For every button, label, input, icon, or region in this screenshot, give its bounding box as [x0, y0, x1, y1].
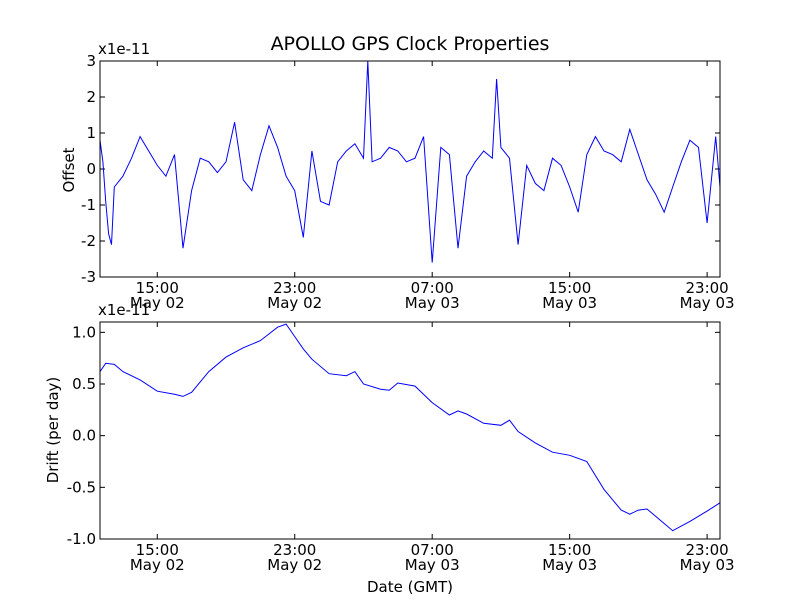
drift-scale-label: x1e-11 [98, 301, 150, 319]
offset-y-tick-label: -2 [81, 232, 96, 250]
drift-x-tick-date: May 03 [542, 556, 597, 574]
drift-y-tick-label: 0.0 [72, 427, 96, 445]
drift-series-line [99, 323, 721, 532]
drift-y-ticks: -1.0 -0.5 0.0 0.5 1.0 [67, 323, 720, 548]
drift-x-tick-time: 07:00 [411, 541, 454, 559]
drift-y-tick-label: -0.5 [67, 478, 96, 496]
offset-y-tick-label: -1 [81, 196, 96, 214]
drift-x-tick-date: May 02 [267, 556, 322, 574]
offset-x-tick-time: 23:00 [273, 279, 316, 297]
offset-x-tick-date: May 02 [267, 294, 322, 312]
offset-x-tick-time: 07:00 [411, 279, 454, 297]
offset-x-tick-date: May 03 [405, 294, 460, 312]
drift-y-tick-label: 0.5 [72, 375, 96, 393]
drift-axes-frame [99, 321, 721, 540]
offset-x-tick-date: May 02 [130, 294, 185, 312]
drift-x-tick-time: 23:00 [685, 541, 728, 559]
offset-y-tick-label: 3 [86, 52, 96, 70]
offset-axes-frame [99, 60, 721, 278]
drift-x-tick-date: May 03 [680, 556, 735, 574]
drift-ylabel: Drift (per day) [44, 377, 62, 484]
drift-x-tick-date: May 03 [405, 556, 460, 574]
drift-y-tick-label: 1.0 [72, 323, 96, 341]
offset-y-tick-label: 0 [86, 160, 96, 178]
offset-series-line [99, 60, 721, 263]
drift-y-tick-label: -1.0 [67, 530, 96, 548]
offset-y-tick-label: -3 [81, 268, 96, 286]
offset-y-tick-label: 1 [86, 124, 96, 142]
drift-x-tick-date: May 02 [130, 556, 185, 574]
offset-x-tick-time: 15:00 [136, 279, 179, 297]
figure-title: APOLLO GPS Clock Properties [271, 33, 550, 55]
drift-x-tick-time: 15:00 [136, 541, 179, 559]
offset-x-tick-time: 23:00 [685, 279, 728, 297]
drift-x-tick-time: 23:00 [273, 541, 316, 559]
offset-ylabel: Offset [60, 147, 78, 192]
x-axis-label: Date (GMT) [367, 578, 453, 596]
offset-scale-label: x1e-11 [98, 40, 150, 58]
drift-panel: Drift (per day) x1e-11 -1.0 -0.5 0.0 0.5 1.0… [44, 301, 735, 574]
offset-x-tick-time: 15:00 [548, 279, 591, 297]
offset-y-tick-label: 2 [86, 88, 96, 106]
offset-x-tick-date: May 03 [680, 294, 735, 312]
drift-x-tick-time: 15:00 [548, 541, 591, 559]
offset-y-ticks: -3 -2 -1 0 1 2 3 [81, 52, 720, 286]
offset-x-tick-date: May 03 [542, 294, 597, 312]
